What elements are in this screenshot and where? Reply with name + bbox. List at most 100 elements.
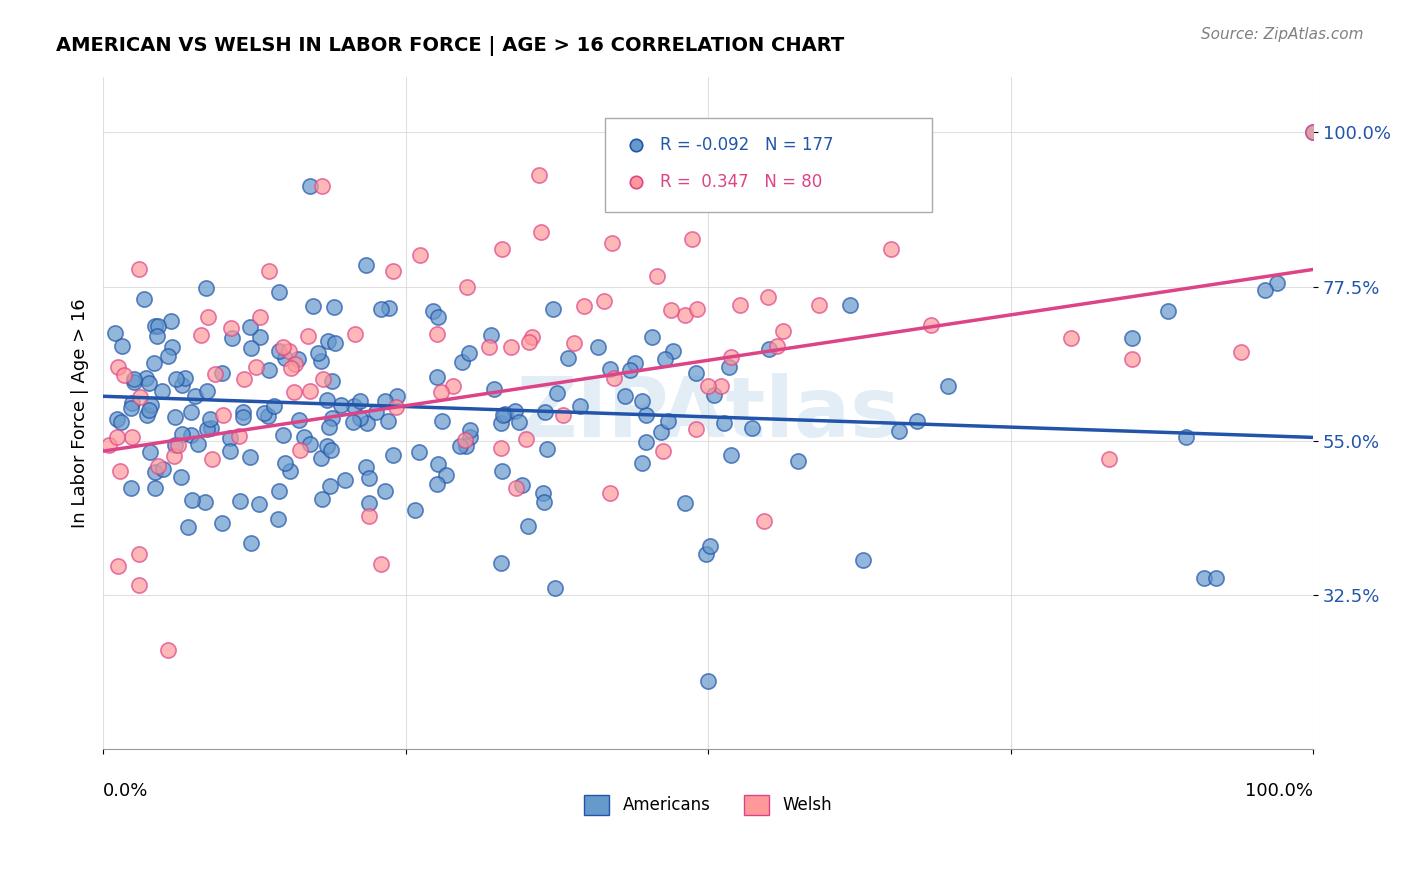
Americans [426, 457, 449, 471]
Americans [138, 376, 160, 390]
Text: AMERICAN VS WELSH IN LABOR FORCE | AGE > 16 CORRELATION CHART: AMERICAN VS WELSH IN LABOR FORCE | AGE >… [56, 36, 845, 55]
Welsh [515, 432, 537, 446]
Americans [315, 393, 337, 408]
Welsh [298, 384, 321, 399]
Americans [198, 412, 221, 426]
Americans [654, 351, 676, 366]
Americans [641, 330, 664, 344]
Welsh [681, 232, 703, 246]
Welsh [128, 578, 150, 592]
Text: ZIPAtlas: ZIPAtlas [516, 373, 900, 454]
Welsh [98, 438, 121, 452]
Welsh [553, 409, 575, 423]
Americans [586, 340, 609, 354]
Welsh [259, 264, 281, 278]
Americans [121, 396, 143, 410]
Americans [699, 540, 721, 554]
Americans [557, 351, 579, 365]
Text: R =  0.347   N = 80: R = 0.347 N = 80 [659, 172, 823, 191]
Welsh [105, 430, 128, 444]
Americans [330, 398, 353, 412]
Americans [382, 448, 405, 462]
Americans [717, 359, 740, 374]
Americans [614, 389, 637, 403]
Americans [378, 301, 401, 315]
Americans [374, 483, 396, 498]
Welsh [283, 384, 305, 399]
Americans [180, 428, 202, 442]
Welsh [659, 303, 682, 318]
Americans [426, 476, 449, 491]
Welsh [232, 372, 254, 386]
Americans [354, 258, 377, 272]
Americans [1302, 125, 1324, 139]
Americans [195, 422, 218, 436]
Welsh [271, 340, 294, 354]
Americans [357, 470, 380, 484]
Welsh [381, 263, 404, 277]
Americans [454, 439, 477, 453]
Text: 0.0%: 0.0% [103, 782, 149, 800]
Welsh [344, 326, 367, 341]
Americans [194, 281, 217, 295]
Welsh [730, 298, 752, 312]
Welsh [478, 339, 501, 353]
Americans [219, 431, 242, 445]
Americans [269, 483, 291, 498]
Americans [257, 409, 280, 423]
Welsh [529, 168, 551, 182]
Text: 100.0%: 100.0% [1246, 782, 1313, 800]
Welsh [685, 422, 707, 436]
Americans [685, 366, 707, 380]
Americans [619, 363, 641, 377]
Americans [319, 479, 342, 493]
Americans [359, 496, 381, 510]
Welsh [156, 642, 179, 657]
Point [624, 194, 647, 208]
Americans [321, 411, 343, 425]
Welsh [277, 344, 299, 359]
Welsh [517, 335, 540, 350]
Americans [145, 481, 167, 495]
Americans [787, 453, 810, 467]
Americans [758, 342, 780, 356]
Americans [273, 456, 295, 470]
Welsh [280, 361, 302, 376]
Americans [141, 398, 163, 412]
Americans [458, 423, 481, 437]
Americans [104, 326, 127, 341]
Americans [170, 427, 193, 442]
Americans [143, 319, 166, 334]
Americans [936, 378, 959, 392]
Americans [152, 462, 174, 476]
Welsh [370, 558, 392, 572]
Americans [267, 512, 290, 526]
Welsh [128, 547, 150, 561]
Americans [449, 439, 471, 453]
Americans [377, 414, 399, 428]
Welsh [456, 279, 478, 293]
Welsh [219, 321, 242, 335]
Americans [1254, 283, 1277, 297]
Americans [239, 342, 262, 356]
Americans [457, 346, 479, 360]
Americans [253, 406, 276, 420]
Americans [342, 416, 364, 430]
Americans [650, 425, 672, 439]
Americans [385, 389, 408, 403]
Americans [170, 469, 193, 483]
Americans [307, 346, 329, 360]
Americans [1157, 303, 1180, 318]
Americans [333, 474, 356, 488]
Americans [536, 442, 558, 456]
Welsh [197, 310, 219, 324]
Americans [177, 519, 200, 533]
Americans [195, 384, 218, 398]
Americans [630, 456, 652, 470]
Americans [703, 388, 725, 402]
Americans [292, 430, 315, 444]
Welsh [454, 433, 477, 447]
Americans [426, 369, 449, 384]
Welsh [599, 485, 621, 500]
Welsh [710, 379, 733, 393]
